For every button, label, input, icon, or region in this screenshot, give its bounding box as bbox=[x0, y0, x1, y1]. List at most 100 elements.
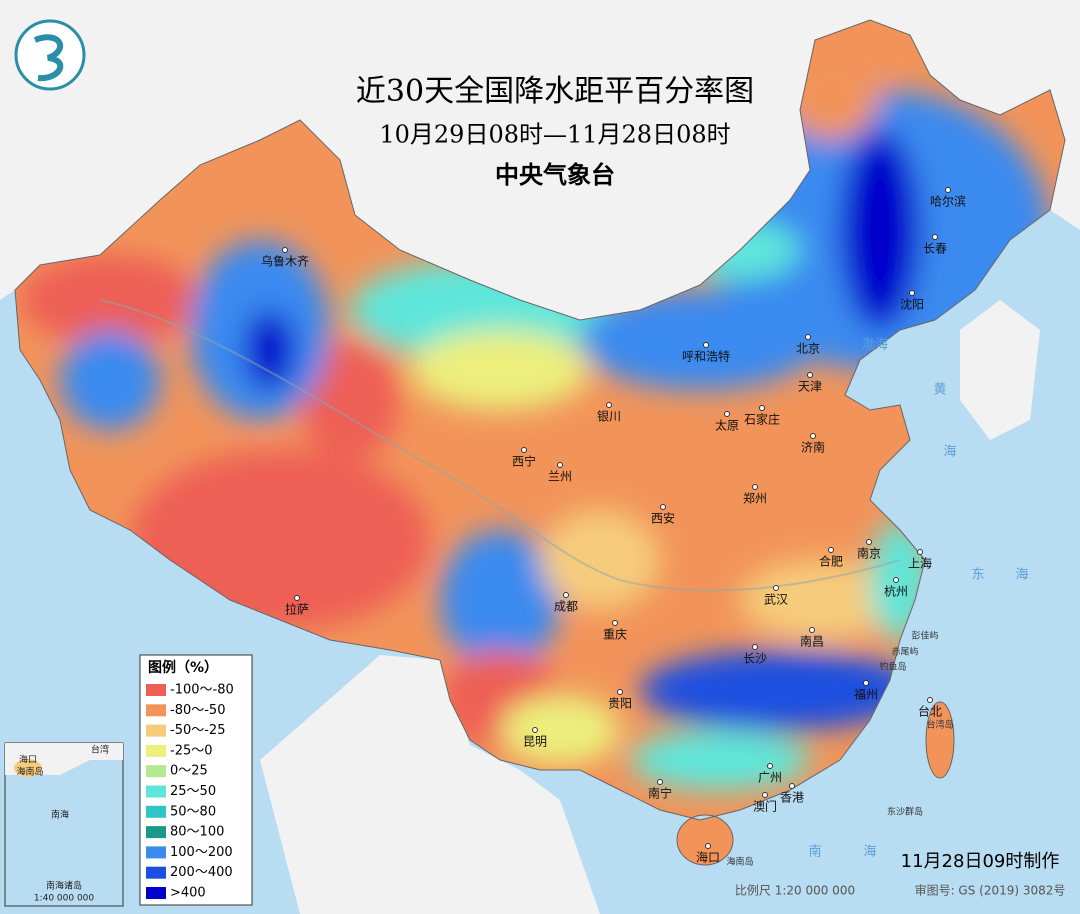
city-label: 海口 bbox=[696, 850, 720, 865]
city-label: 石家庄 bbox=[744, 412, 780, 427]
city-label: 福州 bbox=[854, 687, 878, 702]
city-label: 上海 bbox=[908, 556, 932, 571]
city-label: 杭州 bbox=[884, 584, 908, 599]
sea-label: 赤尾屿 bbox=[891, 647, 918, 658]
city-label: 沈阳 bbox=[900, 297, 924, 312]
city-dot bbox=[805, 334, 811, 340]
legend-label: -100～-80 bbox=[170, 683, 234, 698]
legend-label: 0～25 bbox=[170, 764, 208, 779]
city-label: 南宁 bbox=[648, 786, 672, 801]
inset-label: 南海 bbox=[51, 809, 69, 821]
city-dot bbox=[909, 290, 915, 296]
city-label: 哈尔滨 bbox=[930, 194, 966, 209]
city-dot bbox=[521, 447, 527, 453]
city-label: 北京 bbox=[796, 342, 820, 356]
city-dot bbox=[532, 727, 538, 733]
legend-swatch bbox=[146, 826, 166, 839]
inset-label: 1:40 000 000 bbox=[34, 894, 95, 904]
city-label: 昆明 bbox=[523, 735, 547, 749]
city-dot bbox=[807, 372, 813, 378]
subtitle: 10月29日08时—11月28日08时 bbox=[379, 121, 730, 149]
city-label: 南昌 bbox=[800, 634, 824, 649]
korea bbox=[960, 300, 1040, 440]
city-label: 太原 bbox=[715, 418, 739, 433]
sea-label: 海南岛 bbox=[726, 856, 753, 868]
legend-swatch bbox=[146, 887, 166, 899]
city-dot bbox=[617, 689, 623, 695]
legend-label: 80～100 bbox=[170, 825, 224, 840]
inset-label: 南海诸岛 bbox=[46, 880, 82, 892]
inset-label: 台湾 bbox=[91, 744, 109, 756]
city-dot bbox=[705, 843, 711, 849]
neighbor-land bbox=[260, 655, 600, 914]
neighbor-land bbox=[0, 0, 1080, 320]
issuer: 中央气象台 bbox=[495, 161, 615, 189]
city-label: 郑州 bbox=[743, 491, 767, 506]
city-label: 台北 bbox=[918, 704, 942, 719]
city-dot bbox=[724, 411, 730, 417]
city-label: 武汉 bbox=[764, 593, 788, 607]
sea-label: 台湾岛 bbox=[926, 719, 953, 731]
legend-swatch bbox=[146, 765, 166, 778]
legend: 图例（%） -100～-80 -80～-50 -50～-25 -25～0 0～25 25～5… bbox=[139, 654, 253, 906]
city-label: 西宁 bbox=[512, 454, 536, 469]
city-label: 拉萨 bbox=[285, 602, 309, 617]
city-label: 济南 bbox=[801, 440, 825, 455]
city-label: 银川 bbox=[597, 410, 621, 424]
city-dot bbox=[767, 763, 773, 769]
sea-label: 南 bbox=[808, 844, 821, 860]
legend-swatch bbox=[146, 684, 166, 696]
legend-swatch bbox=[146, 744, 166, 757]
sea-label: 东 bbox=[971, 568, 984, 583]
legend-swatch bbox=[146, 785, 166, 798]
inset-label: 海口 bbox=[19, 754, 37, 766]
sea-label: 渤海 bbox=[862, 337, 888, 353]
city-dot bbox=[282, 247, 288, 253]
logo-mark bbox=[33, 34, 64, 82]
city-dot bbox=[945, 187, 951, 193]
city-dot bbox=[927, 697, 933, 703]
city-label: 长春 bbox=[923, 242, 947, 256]
city-label: 澳门 bbox=[753, 799, 777, 814]
city-dot bbox=[606, 402, 612, 408]
sea-label: 海 bbox=[943, 445, 956, 460]
city-label: 重庆 bbox=[603, 628, 627, 642]
city-label: 南京 bbox=[857, 546, 881, 561]
city-dot bbox=[612, 620, 618, 626]
title: 近30天全国降水距平百分率图 bbox=[356, 74, 754, 109]
legend-title: 图例（%） bbox=[148, 659, 218, 676]
legend-label: 50～80 bbox=[170, 804, 216, 819]
city-dot bbox=[660, 504, 666, 510]
legend-label: -25～0 bbox=[170, 743, 213, 758]
legend-swatch bbox=[146, 704, 166, 717]
legend-swatch bbox=[146, 805, 166, 818]
city-dot bbox=[863, 680, 869, 686]
sea-label: 钓鱼岛 bbox=[879, 661, 906, 673]
city-label: 兰州 bbox=[548, 470, 572, 484]
legend-label: 200～400 bbox=[170, 865, 233, 880]
legend-label: 25～50 bbox=[170, 784, 216, 799]
city-label: 香港 bbox=[780, 791, 804, 805]
city-dot bbox=[657, 779, 663, 785]
city-dot bbox=[773, 585, 779, 591]
city-dot bbox=[762, 792, 768, 798]
city-label: 成都 bbox=[554, 600, 578, 614]
city-dot bbox=[789, 783, 795, 789]
city-dot bbox=[563, 592, 569, 598]
sea-label: 黄 bbox=[933, 383, 946, 398]
city-dot bbox=[893, 577, 899, 583]
city-dot bbox=[557, 462, 563, 468]
city-dot bbox=[752, 644, 758, 650]
sea-label: 东沙群岛 bbox=[887, 806, 923, 818]
city-dot bbox=[759, 405, 765, 411]
sea-label: 海 bbox=[863, 845, 876, 860]
legend-swatch bbox=[146, 846, 166, 859]
legend-label: >400 bbox=[170, 886, 206, 901]
sea-label: 海 bbox=[1015, 568, 1028, 583]
city-label: 天津 bbox=[798, 380, 822, 394]
approval: 审图号: GS (2019) 3082号 bbox=[915, 883, 1066, 898]
scale: 比例尺 1:20 000 000 bbox=[735, 884, 855, 898]
legend-label: -50～-25 bbox=[170, 723, 225, 738]
legend-swatch bbox=[146, 724, 166, 737]
